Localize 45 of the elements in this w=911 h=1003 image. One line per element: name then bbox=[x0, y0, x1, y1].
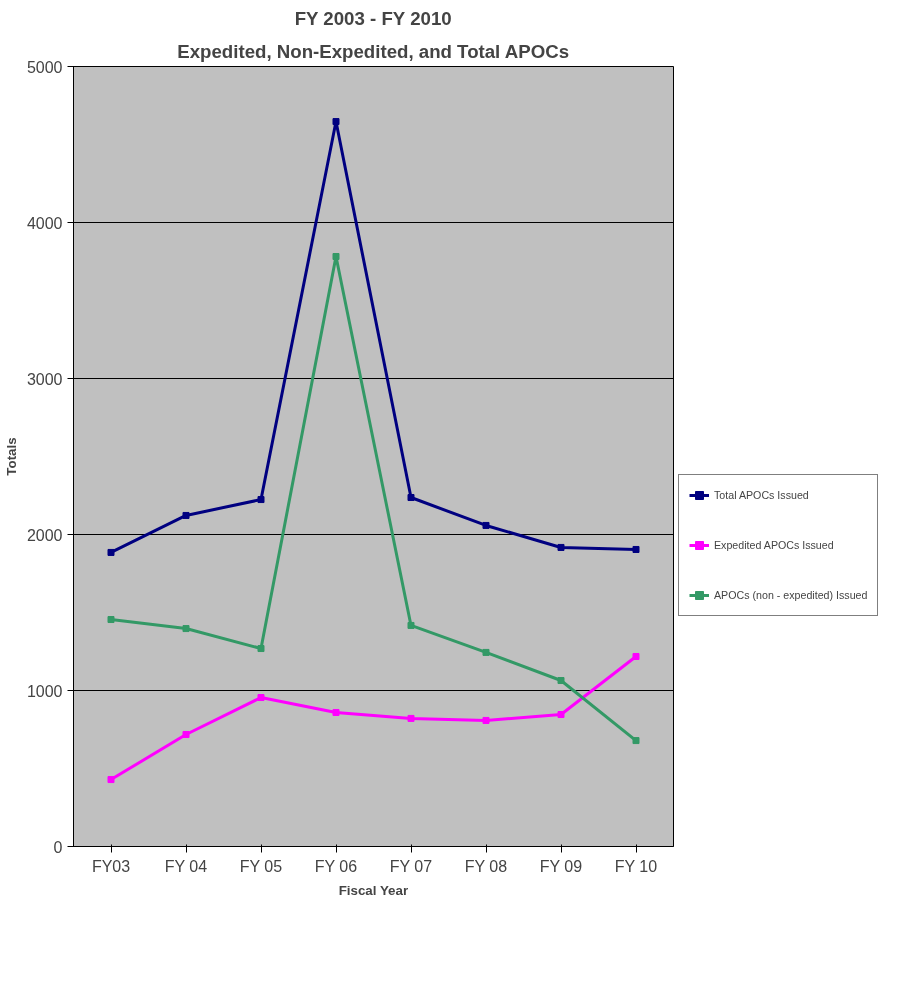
legend-label: APOCs (non - expedited) Issued bbox=[714, 589, 868, 601]
point bbox=[557, 677, 565, 685]
point bbox=[632, 545, 640, 553]
y-tick-label: 5000 bbox=[26, 58, 63, 76]
x-tick-label: FY 06 bbox=[314, 857, 358, 875]
point bbox=[482, 521, 490, 529]
x-tick-label: FY 09 bbox=[539, 857, 583, 875]
point bbox=[332, 709, 340, 716]
x-tick-label: FY 08 bbox=[464, 857, 508, 875]
x-tick-label: FY 04 bbox=[164, 857, 208, 875]
chart-subtitle: Expedited, Non-Expedited, and Total APOCs bbox=[177, 40, 570, 62]
point bbox=[557, 543, 565, 551]
point bbox=[407, 494, 415, 502]
legend-label: Expedited APOCs Issued bbox=[714, 539, 834, 551]
chart-title: FY 2003 - FY 2010 bbox=[294, 7, 452, 29]
y-tick-label: 4000 bbox=[26, 214, 63, 232]
point bbox=[182, 625, 190, 633]
point bbox=[107, 548, 115, 556]
point bbox=[482, 716, 490, 724]
y-axis-title: Totals bbox=[3, 437, 19, 476]
y-tick-label: 2000 bbox=[26, 526, 63, 544]
x-tick-label: FY03 bbox=[91, 857, 131, 875]
point bbox=[332, 118, 340, 126]
point bbox=[182, 730, 190, 738]
x-tick-label: FY 07 bbox=[389, 857, 433, 875]
x-axis-title: Fiscal Year bbox=[338, 882, 409, 898]
y-tick-label: 1000 bbox=[26, 682, 63, 700]
point bbox=[557, 711, 565, 719]
point bbox=[482, 648, 490, 656]
point bbox=[107, 616, 115, 624]
point bbox=[632, 737, 640, 745]
x-tick-label: FY 05 bbox=[239, 857, 283, 875]
legend-label: Total APOCs Issued bbox=[714, 489, 809, 501]
y-tick-label: 3000 bbox=[26, 370, 63, 388]
point bbox=[407, 714, 415, 722]
point bbox=[407, 621, 415, 629]
point bbox=[257, 694, 265, 702]
point bbox=[332, 253, 340, 261]
point bbox=[257, 496, 265, 504]
point bbox=[107, 776, 115, 784]
point bbox=[632, 652, 640, 660]
y-tick-label: 0 bbox=[53, 838, 63, 856]
point bbox=[182, 511, 190, 519]
x-tick-label: FY 10 bbox=[614, 857, 658, 875]
point bbox=[257, 645, 265, 653]
